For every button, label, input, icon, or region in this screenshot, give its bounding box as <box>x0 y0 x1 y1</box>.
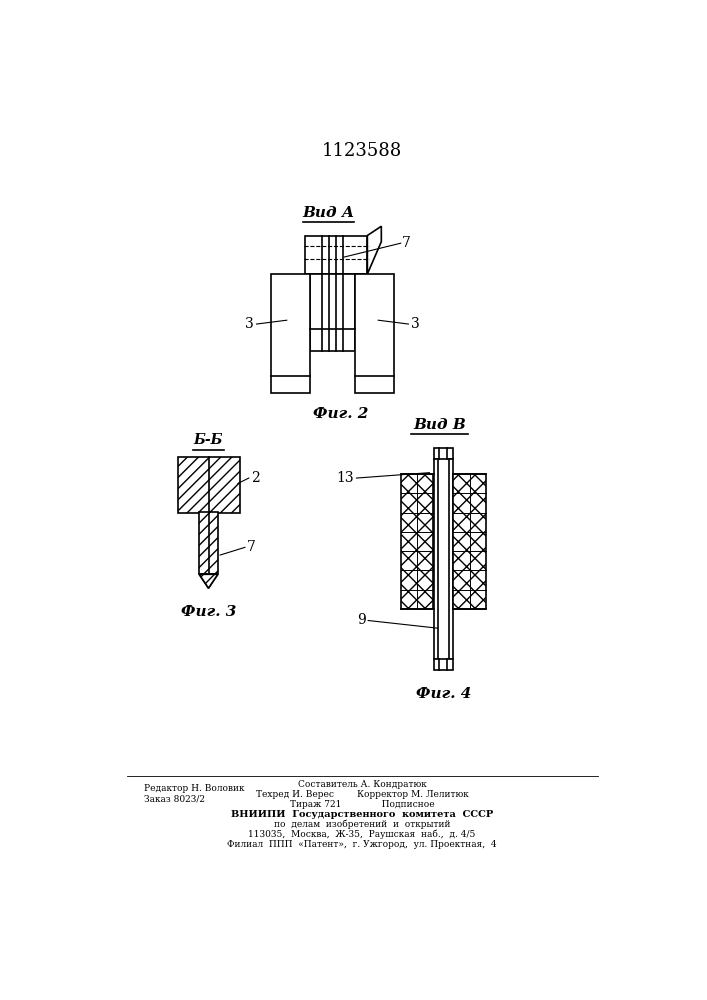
Polygon shape <box>368 226 381 274</box>
Polygon shape <box>199 574 218 588</box>
Bar <box>199 512 218 574</box>
Text: 7: 7 <box>247 540 256 554</box>
Text: 113035,  Москва,  Ж-35,  Раушская  наб.,  д. 4/5: 113035, Москва, Ж-35, Раушская наб., д. … <box>248 830 476 839</box>
Polygon shape <box>199 574 218 588</box>
Text: Вид В: Вид В <box>413 418 466 432</box>
Text: Вид А: Вид А <box>303 206 355 220</box>
Text: ВНИИПИ  Государственного  комитета  СССР: ВНИИПИ Государственного комитета СССР <box>230 810 493 819</box>
Bar <box>434 448 452 459</box>
Text: Редактор Н. Воловик: Редактор Н. Воловик <box>144 784 245 793</box>
Bar <box>271 274 310 393</box>
Bar <box>401 474 433 609</box>
Text: 13: 13 <box>337 471 354 485</box>
Text: Фиг. 4: Фиг. 4 <box>416 687 471 701</box>
Text: Заказ 8023/2: Заказ 8023/2 <box>144 795 205 804</box>
Text: Фиг. 2: Фиг. 2 <box>312 407 368 421</box>
Text: 7: 7 <box>402 236 411 250</box>
Text: Филиал  ППП  «Патент»,  г. Ужгород,  ул. Проектная,  4: Филиал ППП «Патент», г. Ужгород, ул. Про… <box>227 840 497 849</box>
Text: Техред И. Верес        Корректор М. Лелитюк: Техред И. Верес Корректор М. Лелитюк <box>255 790 468 799</box>
Text: Составитель А. Кондратюк: Составитель А. Кондратюк <box>298 780 426 789</box>
Bar <box>434 659 452 670</box>
Bar <box>310 274 355 351</box>
Text: Б-Б: Б-Б <box>194 433 223 447</box>
Bar <box>355 274 394 393</box>
Text: 2: 2 <box>251 471 260 485</box>
Bar <box>453 474 486 609</box>
Text: Тираж 721              Подписное: Тираж 721 Подписное <box>290 800 434 809</box>
Text: 3: 3 <box>411 317 419 331</box>
Bar <box>434 459 438 659</box>
Bar <box>305 235 368 274</box>
Text: по  делам  изобретений  и  открытий: по делам изобретений и открытий <box>274 820 450 829</box>
Bar <box>177 457 240 513</box>
Text: 1123588: 1123588 <box>322 142 402 160</box>
Bar <box>449 459 452 659</box>
Text: Фиг. 3: Фиг. 3 <box>181 605 236 619</box>
Text: 9: 9 <box>357 613 366 628</box>
Text: 3: 3 <box>245 317 255 331</box>
